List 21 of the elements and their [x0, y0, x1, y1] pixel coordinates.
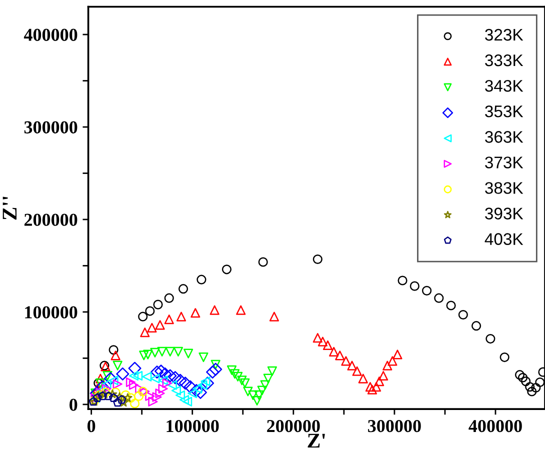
legend-label: 353K [485, 105, 524, 118]
x-axis-title: Z' [308, 434, 325, 448]
y-tick-label: 300000 [24, 121, 78, 134]
legend-label: 383K [485, 182, 524, 194]
y-axis-title: Z'' [2, 196, 16, 220]
legend-label: 363K [485, 131, 524, 143]
legend-label: 393K [485, 208, 524, 220]
legend-label: 333K [485, 54, 524, 66]
y-tick-label: 0 [70, 398, 78, 411]
x-tick-label: 200000 [267, 420, 320, 432]
x-tick-label: 300000 [368, 420, 421, 432]
y-tick-label: 400000 [24, 28, 78, 41]
y-tick-label: 100000 [25, 306, 78, 318]
legend-label: 403K [484, 233, 524, 245]
legend-label: 323K [485, 28, 524, 41]
legend-label: 343K [485, 80, 524, 92]
y-tick-label: 200000 [24, 214, 78, 226]
legend-label: 373K [485, 156, 524, 168]
x-tick-label: 400000 [468, 420, 522, 432]
x-tick-label: 0 [87, 420, 96, 432]
x-tick-label: 100000 [166, 420, 219, 432]
